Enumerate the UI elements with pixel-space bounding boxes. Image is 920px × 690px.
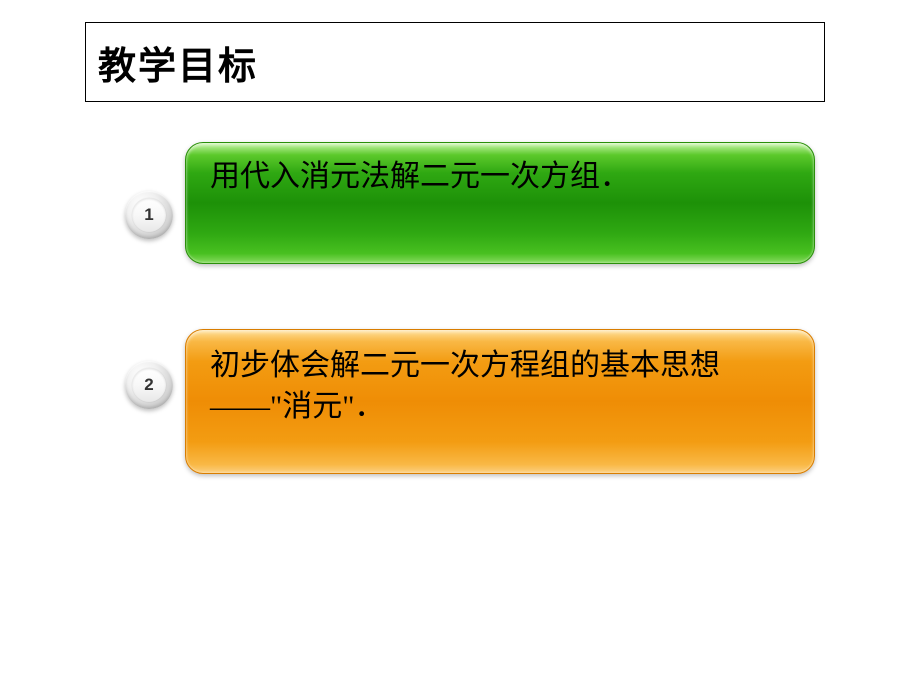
badge-2: 2 — [124, 360, 174, 410]
objective-2-text: 初步体会解二元一次方程组的基本思想——"消元"． — [210, 349, 720, 423]
objective-1-text: 用代入消元法解二元一次方组． — [210, 157, 630, 198]
title-box: 教学目标 — [85, 22, 825, 102]
badge-1-number: 1 — [132, 198, 166, 232]
badge-1: 1 — [124, 190, 174, 240]
badge-2-number: 2 — [132, 368, 166, 402]
objective-card-1: 用代入消元法解二元一次方组． — [185, 142, 815, 264]
objective-card-2: 初步体会解二元一次方程组的基本思想——"消元"． — [185, 329, 815, 474]
page-title: 教学目标 — [98, 35, 258, 90]
